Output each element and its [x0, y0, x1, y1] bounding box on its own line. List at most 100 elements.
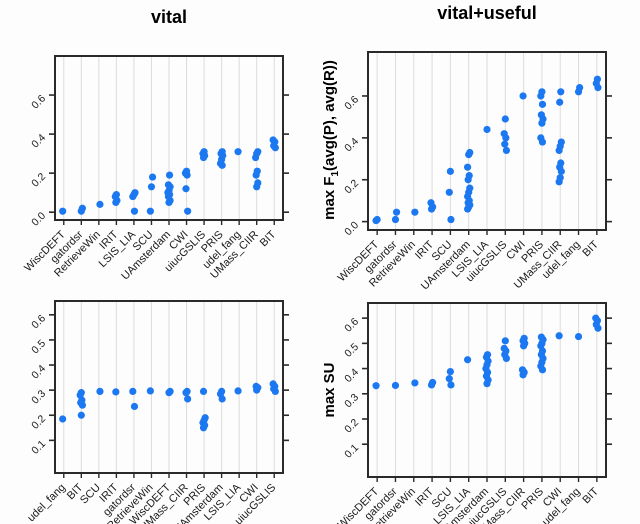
y-tick-label: 0.3: [342, 391, 361, 410]
data-point: [183, 387, 191, 395]
data-point: [427, 199, 435, 207]
data-point: [77, 389, 85, 397]
data-point: [148, 173, 157, 181]
data-point: [466, 184, 474, 192]
x-category-label: BIT: [580, 485, 601, 506]
data-point: [269, 380, 277, 388]
data-point: [254, 148, 262, 156]
y-tick-label: 0.6: [342, 316, 361, 335]
x-category-label: BIT: [258, 228, 279, 249]
data-point: [574, 332, 583, 341]
panel-tl: 0.00.20.40.6WiscDEFTgatordsrRetrieveWinI…: [22, 55, 289, 283]
y-tick-label: 0.2: [29, 413, 48, 432]
data-point: [465, 171, 473, 180]
data-point: [112, 388, 120, 396]
data-point: [466, 148, 474, 157]
data-point: [391, 215, 400, 224]
data-point: [447, 215, 455, 224]
data-point: [184, 395, 192, 403]
data-point: [518, 366, 527, 374]
plot-border: [54, 55, 284, 221]
data-point: [372, 382, 380, 390]
data-point: [576, 84, 584, 92]
y-tick-label: 0.5: [29, 337, 48, 356]
data-point: [201, 414, 209, 422]
data-point: [234, 387, 242, 395]
data-point: [500, 344, 508, 352]
y-tick-label: 0.3: [29, 388, 48, 407]
data-point: [501, 115, 509, 123]
data-point: [373, 215, 381, 224]
y-tick-label: 0.1: [29, 438, 48, 457]
data-point: [166, 387, 174, 395]
y-tick-label: 0.0: [29, 210, 48, 229]
data-point: [391, 381, 400, 390]
data-point: [411, 208, 419, 216]
data-point: [254, 179, 262, 187]
x-category-label: udel_fang: [25, 482, 68, 524]
y-tick-label: 0.2: [29, 171, 48, 190]
data-point: [392, 208, 401, 216]
data-point: [146, 387, 154, 395]
plot-border: [367, 302, 607, 478]
data-point: [557, 159, 565, 167]
data-point: [593, 75, 601, 83]
plot-border: [54, 300, 284, 474]
y-tick-label: 0.4: [29, 363, 48, 382]
data-point: [252, 382, 260, 390]
data-point: [130, 207, 139, 215]
data-point: [269, 136, 277, 144]
panel-br: 0.10.20.30.40.50.6WiscDEFTgatordsrRetrie…: [336, 302, 612, 524]
y-tick-label: 0.4: [342, 366, 361, 385]
panel-bl: 0.10.20.30.40.50.6udel_fangBITSCUIRITgat…: [25, 300, 289, 524]
data-point: [592, 314, 600, 322]
data-point: [199, 387, 208, 395]
data-point: [184, 207, 192, 215]
data-point: [537, 111, 545, 119]
y-tick-label: 0.0: [342, 219, 361, 238]
data-point: [146, 207, 154, 215]
x-category-label: BIT: [580, 238, 601, 259]
data-point: [445, 375, 453, 383]
data-point: [556, 98, 564, 106]
y-tick-label: 0.4: [29, 132, 48, 151]
data-point: [165, 171, 174, 179]
data-point: [483, 125, 491, 134]
data-point: [483, 351, 492, 359]
y-tick-label: 0.4: [342, 135, 361, 154]
data-point: [520, 334, 528, 342]
y-tick-label: 0.1: [342, 442, 361, 461]
data-point: [557, 138, 565, 146]
panel-tr: 0.00.20.40.6WiscDEFTgatordsrRetrieveWinI…: [336, 51, 612, 293]
data-point: [445, 188, 453, 196]
data-point: [446, 167, 454, 175]
data-point: [112, 191, 120, 199]
data-point: [538, 100, 547, 108]
data-point: [96, 200, 104, 208]
data-point: [500, 130, 508, 138]
panel-title-vital-useful: vital+useful: [437, 3, 537, 23]
data-point: [130, 402, 139, 411]
y-tick-label: 0.2: [342, 417, 361, 436]
panel-title-vital: vital: [150, 7, 188, 27]
plot-border: [367, 51, 607, 231]
data-point: [77, 411, 85, 419]
data-point: [234, 148, 242, 156]
data-point: [447, 381, 455, 389]
y-tick-label: 0.5: [342, 341, 361, 360]
data-point: [147, 183, 156, 191]
data-point: [59, 415, 67, 423]
y-tick-label: 0.6: [29, 93, 48, 112]
data-point: [59, 207, 67, 215]
data-point: [96, 387, 104, 395]
y-tick-label: 0.2: [342, 177, 361, 196]
data-point: [131, 189, 139, 197]
data-point: [78, 204, 87, 212]
data-point: [519, 92, 527, 100]
data-point: [557, 88, 565, 96]
data-point: [463, 356, 472, 364]
data-point: [463, 163, 472, 171]
data-point: [164, 181, 173, 189]
